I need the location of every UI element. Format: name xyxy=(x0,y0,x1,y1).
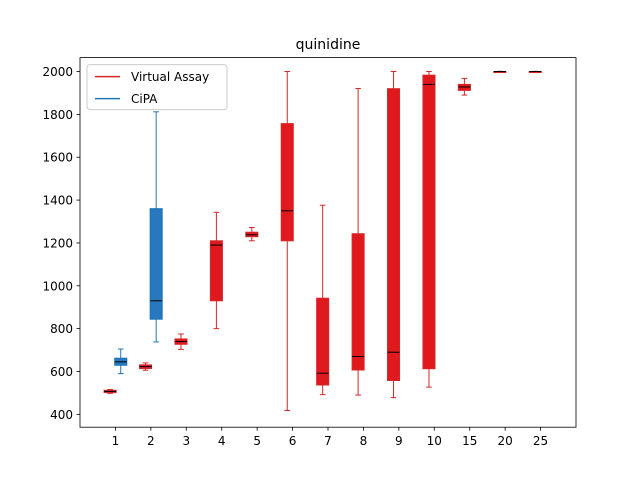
y-tick-label-2000: 2000 xyxy=(42,65,73,79)
legend: Virtual Assay CiPA xyxy=(86,64,228,111)
box-group xyxy=(103,70,542,411)
x-tick-label-6: 6 xyxy=(289,434,297,448)
x-tick-label-9: 9 xyxy=(395,434,403,448)
y-tick-label-1800: 1800 xyxy=(42,108,73,122)
y-tick-label-1000: 1000 xyxy=(42,279,73,293)
y-tick-label-1200: 1200 xyxy=(42,236,73,250)
x-tick-label-4: 4 xyxy=(218,434,226,448)
y-axis: 400 600 800 1000 1200 1400 1600 1800 2000 xyxy=(42,65,80,422)
box-series-0-9 xyxy=(387,88,401,381)
y-tick-label-400: 400 xyxy=(50,408,73,422)
x-tick-label-7: 7 xyxy=(324,434,332,448)
box-series-1-2 xyxy=(149,208,163,320)
x-tick-label-2: 2 xyxy=(147,434,155,448)
x-tick-label-25: 25 xyxy=(533,434,548,448)
y-tick-label-800: 800 xyxy=(50,322,73,336)
x-tick-label-1: 1 xyxy=(112,434,120,448)
box-series-0-10 xyxy=(422,74,436,370)
x-tick-label-3: 3 xyxy=(182,434,190,448)
x-axis: 1 2 3 4 5 6 7 8 9 10 15 20 25 xyxy=(112,427,548,448)
x-tick-label-15: 15 xyxy=(462,434,477,448)
legend-box xyxy=(86,64,228,111)
chart-title: quinidine xyxy=(296,37,361,53)
box-series-0-7 xyxy=(316,297,330,386)
x-tick-label-8: 8 xyxy=(360,434,368,448)
y-tick-label-1600: 1600 xyxy=(42,151,73,165)
box-series-0-6 xyxy=(280,123,294,242)
x-tick-label-10: 10 xyxy=(427,434,442,448)
box-series-0-8 xyxy=(351,233,365,371)
x-tick-label-20: 20 xyxy=(498,434,513,448)
legend-label-0: Virtual Assay xyxy=(131,70,209,84)
x-tick-label-5: 5 xyxy=(253,434,261,448)
y-tick-label-1400: 1400 xyxy=(42,194,73,208)
legend-label-1: CiPA xyxy=(131,92,158,106)
box-series-0-4 xyxy=(209,240,223,302)
y-tick-label-600: 600 xyxy=(50,365,73,379)
